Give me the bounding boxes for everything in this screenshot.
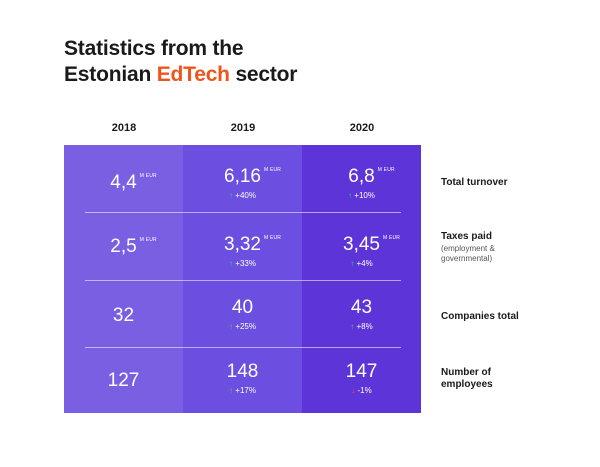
arrow-up-icon: ↑ [229, 322, 234, 331]
change-value: +40% [235, 191, 256, 200]
unit-label: M EUR [263, 235, 282, 241]
change-indicator: ↑ +25% [183, 322, 302, 332]
row-label-taxes-title: Taxes paid [441, 231, 492, 242]
change-indicator: ↑ +33% [183, 259, 302, 269]
row-sublabel-line-2: governmental) [441, 254, 493, 263]
change-value: +25% [235, 322, 256, 331]
row-label-taxes-paid: Taxes paid (employment & governmental) [441, 231, 495, 264]
title-accent-edtech: EdTech [156, 63, 230, 86]
column-2020 [302, 145, 421, 413]
cell-companies-2020: 43 ↑ +8% [302, 297, 421, 332]
stat-value: 40 [231, 297, 254, 318]
row-label-number-of-employees: Number of employees [441, 367, 493, 391]
stat-value: 6,8 [348, 166, 375, 187]
cell-turnover-2018: 4,4 M EUR [64, 172, 183, 194]
row-divider [85, 347, 401, 348]
unit-label: M EUR [263, 167, 282, 173]
change-value: +17% [235, 386, 256, 395]
stat-value: 2,5 [110, 236, 137, 257]
change-value: +10% [354, 191, 375, 200]
stat-value: 127 [107, 370, 140, 391]
cell-turnover-2020: 6,8 M EUR ↑ +10% [302, 166, 421, 201]
row-label-total-turnover: Total turnover [441, 177, 508, 188]
arrow-up-icon: ↑ [229, 259, 234, 268]
arrow-up-icon: ↑ [229, 191, 234, 200]
cell-employees-2019: 148 ↑ +17% [183, 361, 302, 396]
row-divider [85, 212, 401, 213]
arrow-up-icon: ↑ [350, 259, 355, 268]
title-line-2-end: sector [229, 63, 298, 86]
year-header-2020: 2020 [349, 122, 375, 134]
cell-taxes-2018: 2,5 M EUR [64, 236, 183, 258]
change-indicator: ↓ -1% [302, 386, 421, 396]
row-sublabel-line-1: (employment & [441, 244, 495, 253]
arrow-up-icon: ↑ [350, 322, 355, 331]
page-title: Statistics from the Estonian EdTech sect… [64, 36, 297, 88]
year-header-2019: 2019 [230, 122, 256, 134]
stat-value: 6,16 [224, 166, 261, 187]
change-indicator: ↑ +4% [302, 259, 421, 269]
stat-value: 4,4 [110, 172, 137, 193]
unit-label: M EUR [139, 237, 157, 243]
cell-employees-2018: 127 [64, 370, 183, 392]
title-line-2-start: Estonian [64, 63, 157, 86]
stat-value: 32 [112, 305, 135, 326]
row-label-companies-total: Companies total [441, 311, 519, 322]
change-indicator: ↑ +10% [302, 191, 421, 201]
unit-label: M EUR [139, 173, 157, 179]
change-indicator: ↑ +40% [183, 191, 302, 201]
stat-value: 3,45 [343, 234, 380, 255]
change-value: +4% [356, 259, 373, 268]
column-2018 [64, 145, 183, 413]
cell-companies-2019: 40 ↑ +25% [183, 297, 302, 332]
cell-turnover-2019: 6,16 M EUR ↑ +40% [183, 166, 302, 201]
cell-employees-2020: 147 ↓ -1% [302, 361, 421, 396]
column-2019 [183, 145, 302, 413]
change-value: +33% [235, 259, 256, 268]
year-header-2018: 2018 [111, 122, 137, 134]
cell-companies-2018: 32 [64, 305, 183, 327]
cell-taxes-2020: 3,45 M EUR ↑ +4% [302, 234, 421, 269]
arrow-down-icon: ↓ [351, 386, 356, 395]
cell-taxes-2019: 3,32 M EUR ↑ +33% [183, 234, 302, 269]
unit-label: M EUR [382, 235, 401, 241]
row-label-employees-line-1: Number of [441, 367, 491, 378]
row-divider [85, 280, 401, 281]
stat-value: 147 [345, 361, 378, 382]
arrow-up-icon: ↑ [229, 386, 234, 395]
change-value: -1% [357, 386, 372, 395]
stat-value: 3,32 [224, 234, 261, 255]
unit-label: M EUR [377, 167, 395, 173]
arrow-up-icon: ↑ [348, 191, 353, 200]
change-indicator: ↑ +8% [302, 322, 421, 332]
title-line-2: Estonian EdTech sector [64, 62, 297, 88]
change-indicator: ↑ +17% [183, 386, 302, 396]
row-label-employees-line-2: employees [441, 379, 493, 390]
stat-value: 43 [350, 297, 373, 318]
change-value: +8% [356, 322, 373, 331]
stat-value: 148 [226, 361, 259, 382]
title-line-1: Statistics from the [64, 37, 244, 60]
